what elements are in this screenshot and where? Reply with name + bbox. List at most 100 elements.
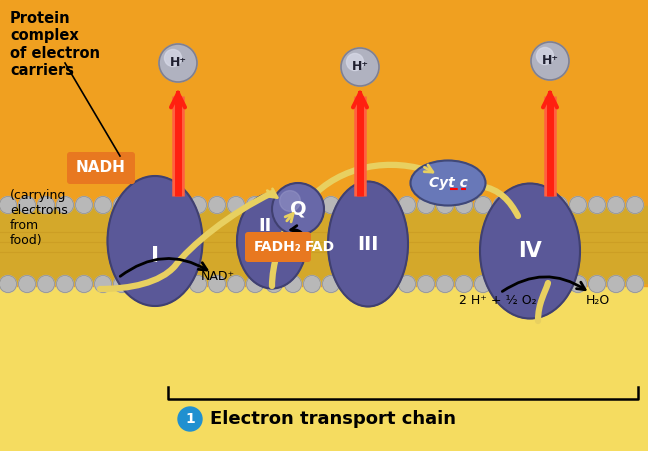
Circle shape <box>113 276 130 293</box>
Bar <box>0 232 648 233</box>
Bar <box>0 249 648 250</box>
Text: III: III <box>357 235 378 253</box>
Circle shape <box>474 276 491 293</box>
Bar <box>0 247 648 248</box>
Bar <box>0 256 648 257</box>
Ellipse shape <box>480 184 580 318</box>
Circle shape <box>494 276 511 293</box>
Bar <box>0 279 648 280</box>
Bar <box>355 198 365 288</box>
Text: IV: IV <box>518 241 542 261</box>
Circle shape <box>627 197 643 213</box>
Circle shape <box>303 197 321 213</box>
Circle shape <box>570 197 586 213</box>
Bar <box>0 0 648 241</box>
Bar <box>0 269 648 270</box>
Circle shape <box>152 276 168 293</box>
Circle shape <box>341 48 379 86</box>
Bar <box>0 277 648 278</box>
Circle shape <box>76 276 93 293</box>
Text: Cyt c: Cyt c <box>428 176 467 190</box>
Circle shape <box>341 276 358 293</box>
Circle shape <box>246 276 264 293</box>
Circle shape <box>38 276 54 293</box>
Circle shape <box>246 197 264 213</box>
Ellipse shape <box>108 176 202 306</box>
Circle shape <box>284 197 301 213</box>
Bar <box>0 265 648 266</box>
FancyBboxPatch shape <box>245 232 311 262</box>
Circle shape <box>513 197 529 213</box>
Bar <box>0 257 648 258</box>
Bar <box>0 275 648 276</box>
Text: Protein
complex
of electron
carriers: Protein complex of electron carriers <box>10 11 100 78</box>
Circle shape <box>170 197 187 213</box>
Bar <box>0 271 648 272</box>
Circle shape <box>380 197 397 213</box>
Circle shape <box>56 197 73 213</box>
Bar <box>0 273 648 274</box>
Circle shape <box>132 276 150 293</box>
Circle shape <box>227 197 244 213</box>
Bar <box>0 248 648 249</box>
Bar <box>0 251 648 252</box>
Text: 1: 1 <box>185 412 195 426</box>
Circle shape <box>341 197 358 213</box>
Text: H⁺: H⁺ <box>170 56 187 69</box>
Circle shape <box>360 197 378 213</box>
Text: Q: Q <box>290 199 307 218</box>
Circle shape <box>178 407 202 431</box>
Text: H⁺: H⁺ <box>351 60 369 74</box>
Ellipse shape <box>410 161 485 206</box>
Circle shape <box>608 197 625 213</box>
Text: Electron transport chain: Electron transport chain <box>210 410 456 428</box>
Circle shape <box>531 276 548 293</box>
Bar <box>0 237 648 238</box>
Bar <box>0 206 648 283</box>
Bar <box>0 270 648 271</box>
Circle shape <box>209 276 226 293</box>
FancyBboxPatch shape <box>67 152 135 184</box>
Ellipse shape <box>237 193 307 289</box>
Circle shape <box>266 276 283 293</box>
Circle shape <box>95 197 111 213</box>
Bar <box>0 241 648 242</box>
Bar <box>0 226 648 227</box>
Bar <box>0 240 648 241</box>
Circle shape <box>323 276 340 293</box>
Bar <box>0 230 648 231</box>
Text: H₂O: H₂O <box>586 295 610 308</box>
Bar <box>0 261 648 262</box>
Circle shape <box>0 197 16 213</box>
Bar <box>0 243 648 244</box>
Circle shape <box>456 197 472 213</box>
Circle shape <box>551 197 568 213</box>
Text: NAD⁺: NAD⁺ <box>201 270 235 282</box>
Bar <box>0 239 648 240</box>
Bar <box>0 280 648 281</box>
Bar <box>0 244 648 245</box>
Bar <box>0 238 648 239</box>
Circle shape <box>347 54 364 70</box>
Text: H⁺: H⁺ <box>542 55 559 68</box>
Bar <box>0 246 648 247</box>
Circle shape <box>132 197 150 213</box>
Bar <box>0 250 648 251</box>
Bar <box>0 242 648 243</box>
Circle shape <box>38 197 54 213</box>
Bar <box>545 198 555 288</box>
Circle shape <box>76 197 93 213</box>
Circle shape <box>303 276 321 293</box>
Circle shape <box>272 183 324 235</box>
Text: NADH: NADH <box>76 161 126 175</box>
Bar <box>0 258 648 259</box>
Bar <box>0 262 648 263</box>
Bar <box>0 274 648 275</box>
Text: FAD: FAD <box>305 240 335 254</box>
Circle shape <box>19 197 36 213</box>
Circle shape <box>360 276 378 293</box>
Bar <box>0 283 648 284</box>
Bar <box>0 255 648 256</box>
Circle shape <box>152 197 168 213</box>
Circle shape <box>437 276 454 293</box>
